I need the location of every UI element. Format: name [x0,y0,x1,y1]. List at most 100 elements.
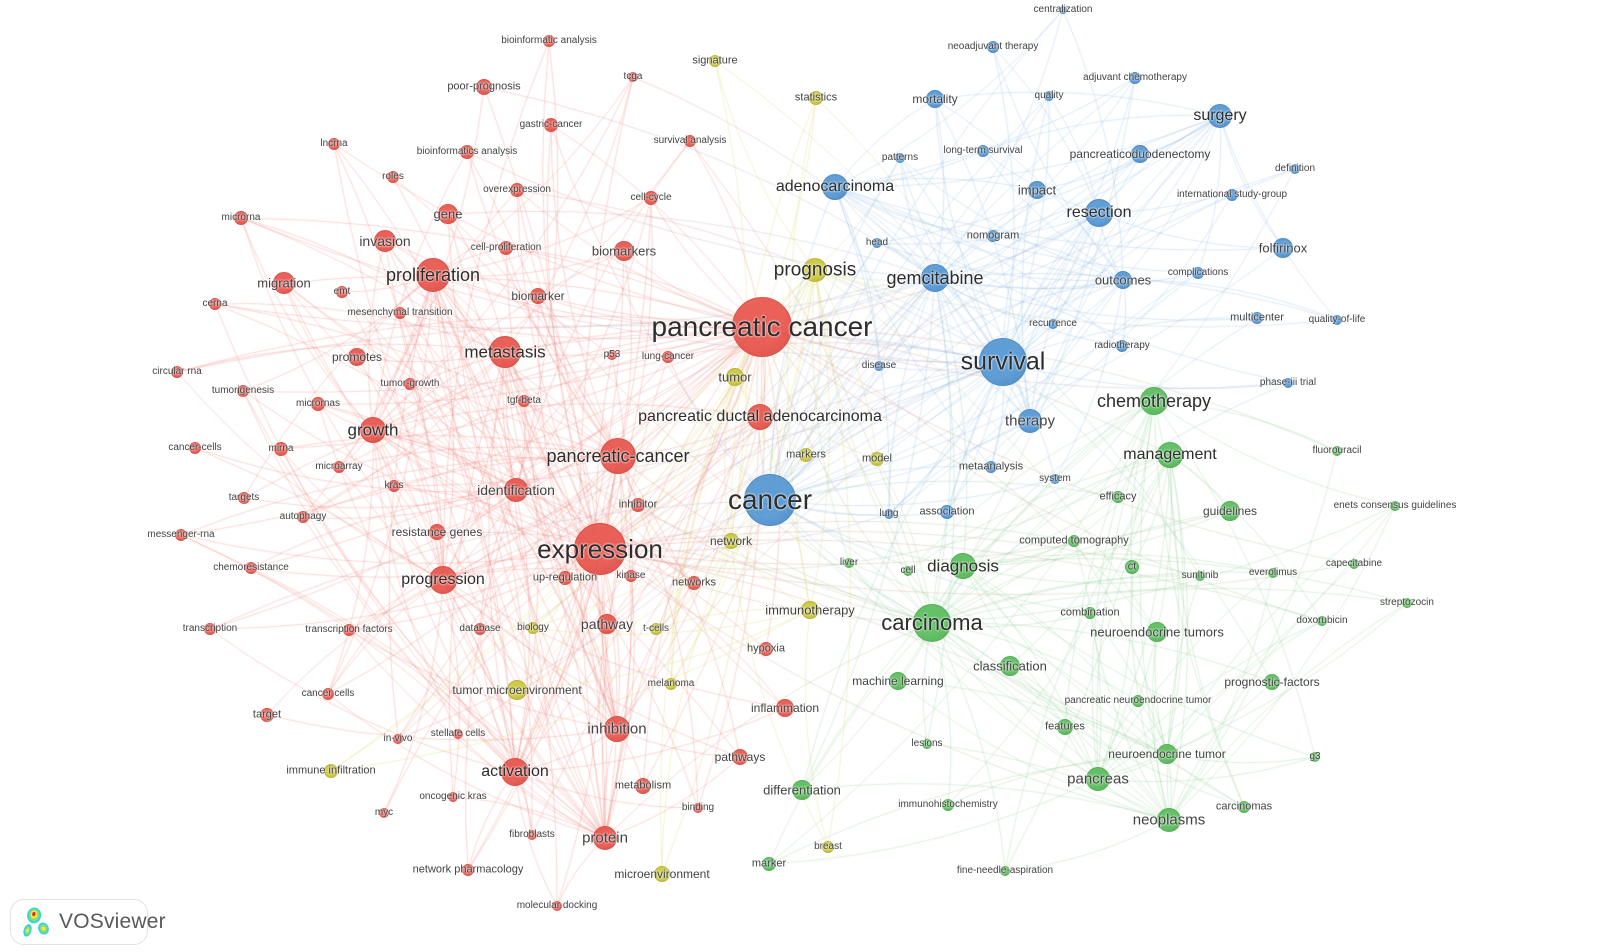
graph-node[interactable] [1226,189,1238,201]
graph-node[interactable] [1114,271,1132,289]
graph-node[interactable] [518,395,530,407]
graph-node[interactable] [895,153,905,163]
graph-node[interactable] [844,558,854,568]
graph-node[interactable] [940,505,954,519]
graph-node[interactable] [987,41,999,53]
graph-node[interactable] [1085,199,1113,227]
graph-node[interactable] [614,241,634,261]
graph-node[interactable] [822,841,834,853]
graph-node[interactable] [1195,571,1205,581]
graph-node[interactable] [1050,474,1060,484]
graph-node[interactable] [416,258,450,292]
graph-node[interactable] [274,442,288,456]
graph-node[interactable] [189,442,201,454]
graph-node[interactable] [504,478,528,502]
graph-node[interactable] [607,350,617,360]
graph-node[interactable] [394,307,406,319]
graph-node[interactable] [234,211,248,225]
graph-node[interactable] [977,145,989,157]
graph-node[interactable] [987,230,999,242]
graph-node[interactable] [1157,442,1183,468]
graph-node[interactable] [723,533,739,549]
graph-node[interactable] [1317,616,1327,626]
graph-node[interactable] [476,79,492,95]
graph-node[interactable] [884,509,894,519]
graph-node[interactable] [374,230,396,252]
graph-node[interactable] [732,297,792,357]
graph-node[interactable] [1131,145,1149,163]
graph-node[interactable] [1238,801,1250,813]
graph-node[interactable] [333,461,345,473]
graph-node[interactable] [684,135,696,147]
graph-node[interactable] [1390,501,1400,511]
graph-node[interactable] [776,699,794,717]
graph-node[interactable] [872,238,882,248]
graph-node[interactable] [650,623,662,635]
graph-node[interactable] [1000,866,1010,876]
graph-node[interactable] [600,438,636,474]
graph-node[interactable] [762,857,776,871]
graph-node[interactable] [604,716,630,742]
graph-node[interactable] [922,739,932,749]
graph-node[interactable] [625,570,637,582]
graph-node[interactable] [453,729,463,739]
graph-node[interactable] [527,622,539,634]
graph-node[interactable] [926,90,944,108]
graph-node[interactable] [1129,72,1141,84]
graph-node[interactable] [336,286,348,298]
graph-node[interactable] [665,678,677,690]
graph-node[interactable] [438,204,458,224]
graph-node[interactable] [393,734,403,744]
graph-node[interactable] [322,688,334,700]
graph-node[interactable] [543,35,555,47]
graph-node[interactable] [759,642,773,656]
graph-node[interactable] [237,385,249,397]
graph-node[interactable] [404,378,416,390]
graph-node[interactable] [324,764,338,778]
graph-node[interactable] [1157,744,1177,764]
graph-node[interactable] [732,749,748,765]
graph-node[interactable] [1157,808,1181,832]
graph-node[interactable] [1057,719,1073,735]
graph-node[interactable] [1116,340,1128,352]
graph-node[interactable] [1208,104,1232,128]
graph-node[interactable] [238,492,250,504]
graph-node[interactable] [1268,568,1278,578]
graph-node[interactable] [979,338,1027,386]
graph-node[interactable] [544,118,558,132]
graph-node[interactable] [245,562,257,574]
graph-node[interactable] [593,826,617,850]
graph-node[interactable] [1028,181,1046,199]
graph-node[interactable] [260,708,274,722]
graph-node[interactable] [709,55,721,67]
graph-node[interactable] [792,780,812,800]
graph-node[interactable] [1192,267,1204,279]
graph-node[interactable] [204,623,216,635]
graph-node[interactable] [801,601,819,619]
graph-node[interactable] [874,361,884,371]
graph-node[interactable] [1147,622,1167,642]
graph-node[interactable] [1132,695,1144,707]
graph-node[interactable] [654,866,670,882]
graph-node[interactable] [1264,674,1280,690]
graph-node[interactable] [1402,598,1412,608]
graph-node[interactable] [462,864,474,876]
graph-node[interactable] [1273,238,1293,258]
graph-node[interactable] [1283,378,1293,388]
graph-node[interactable] [311,397,325,411]
graph-node[interactable] [388,480,400,492]
graph-node[interactable] [175,529,187,541]
graph-node[interactable] [942,799,954,811]
graph-node[interactable] [744,474,796,526]
graph-node[interactable] [635,778,651,794]
graph-node[interactable] [799,448,813,462]
graph-node[interactable] [687,576,701,590]
graph-node[interactable] [889,672,907,690]
graph-node[interactable] [597,614,617,634]
graph-node[interactable] [171,366,183,378]
graph-node[interactable] [448,792,458,802]
graph-node[interactable] [474,623,486,635]
graph-node[interactable] [1332,315,1342,325]
graph-node[interactable] [297,511,309,523]
graph-node[interactable] [631,498,645,512]
